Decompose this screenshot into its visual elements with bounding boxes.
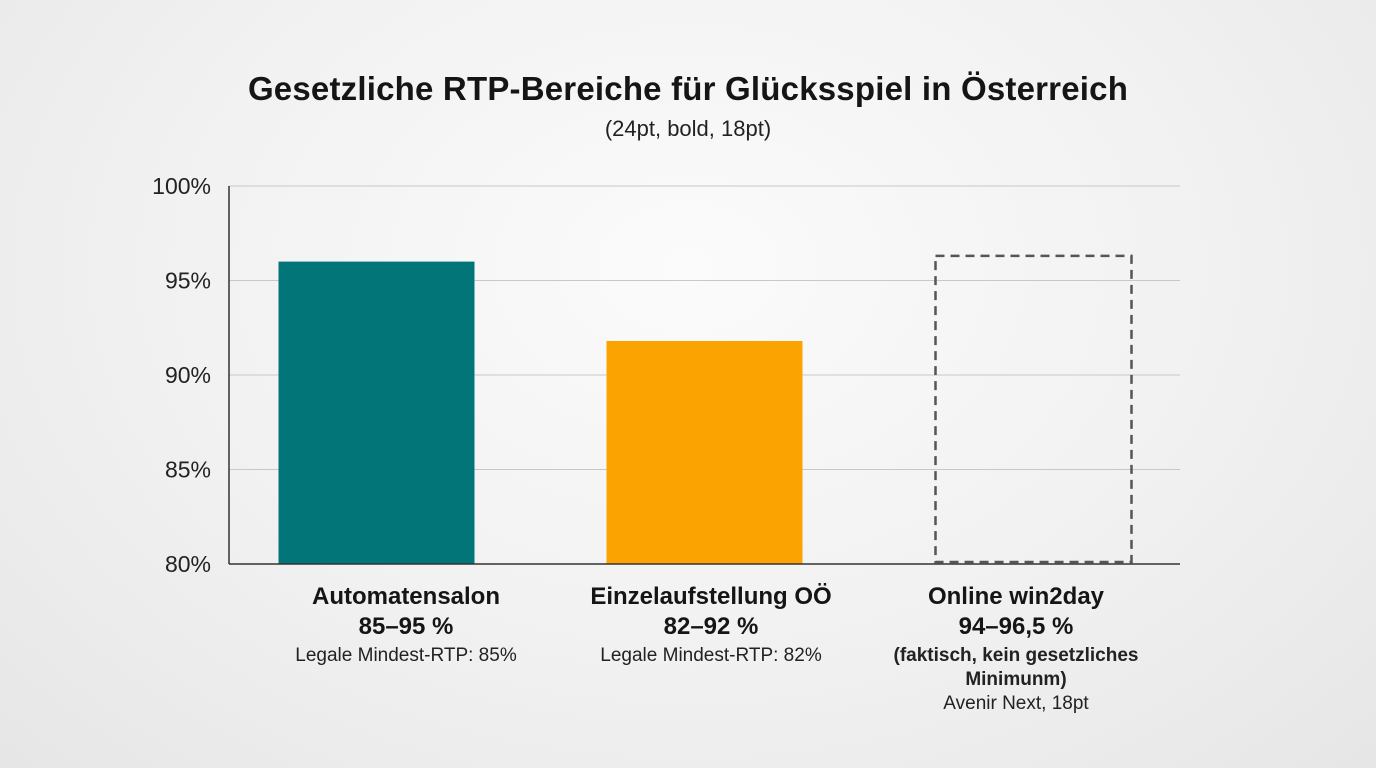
category-range: 85–95 % [358,613,454,640]
category-name: Einzelaufstellung OÖ [590,583,832,610]
category-label-einzelaufstellung: Einzelaufstellung OÖ 82–92 % Legale Mind… [531,582,891,668]
y-tick-label: 85% [165,457,211,483]
chart-subtitle: (24pt, bold, 18pt) [604,116,772,141]
chart-title: Gesetzliche RTP-Bereiche für Glücksspiel… [247,70,1129,107]
category-range: 82–92 % [663,613,759,640]
bar-automatensalon [278,261,475,564]
y-tick-label: 80% [165,551,211,577]
bars [278,254,1133,564]
category-name: Online win2day [927,583,1105,610]
category-label-automatensalon: Automatensalon 85–95 % Legale Mindest-RT… [226,582,586,668]
category-label-online-win2day: Online win2day 94–96,5 % (faktisch, kein… [836,582,1196,716]
y-tick-label: 90% [165,362,211,388]
category-note: Legale Mindest-RTP: 82% [600,645,822,666]
y-axis-ticks: 80% 85% 90% 95% 100% [152,173,211,577]
category-note: Legale Mindest-RTP: 85% [295,645,517,666]
y-tick-label: 95% [165,268,211,294]
category-font-note: Avenir Next, 18pt [943,693,1089,714]
category-name: Automatensalon [311,583,500,610]
bar-online-win2day [934,254,1133,564]
bar-einzelaufstellung-o- [606,340,803,564]
y-tick-label: 100% [152,173,211,199]
category-note: (faktisch, kein gesetzliches Minimunm) [893,645,1139,690]
category-range: 94–96,5 % [958,613,1074,640]
